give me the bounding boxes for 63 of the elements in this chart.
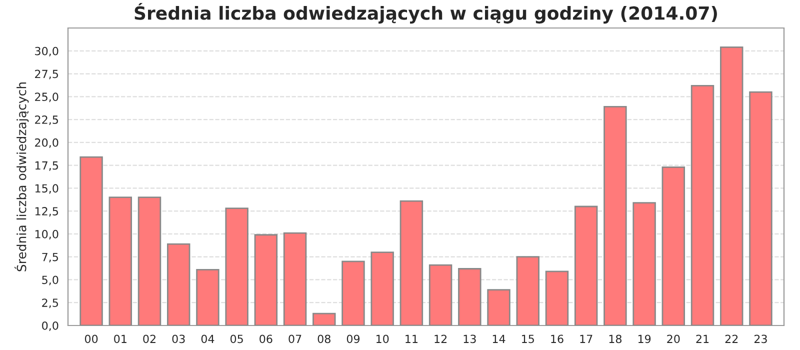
- bar: [428, 264, 452, 326]
- y-tick-label: 25,0: [35, 92, 58, 102]
- bar: [342, 260, 365, 326]
- bar: [458, 268, 482, 326]
- bar: [312, 312, 336, 326]
- x-tick-label: 15: [522, 334, 534, 344]
- y-tick-label: 2,5: [42, 298, 58, 308]
- bar: [487, 289, 510, 326]
- x-tick-label: 00: [84, 334, 98, 344]
- x-tick-label: 10: [376, 334, 389, 344]
- bar: [400, 200, 424, 326]
- y-tick-label: 27,5: [35, 70, 58, 80]
- bar: [225, 208, 248, 326]
- y-tick-label: 5,0: [42, 276, 58, 286]
- bar: [749, 91, 772, 326]
- y-tick-label: 7,5: [42, 252, 58, 262]
- x-tick-label: 07: [288, 334, 302, 344]
- bar: [283, 232, 307, 326]
- x-tick-label: 19: [638, 334, 651, 344]
- bar: [516, 256, 540, 326]
- x-tick-label: 17: [580, 334, 592, 343]
- bar: [690, 84, 714, 326]
- x-tick-label: 14: [492, 334, 506, 343]
- x-tick-label: 05: [230, 334, 243, 344]
- bar: [545, 270, 569, 326]
- x-tick-label: 02: [143, 334, 156, 344]
- x-tick-label: 01: [114, 334, 126, 344]
- y-axis-title: Średnia liczba odwiedzających: [14, 82, 29, 272]
- x-tick-label: 16: [551, 334, 564, 344]
- bar: [370, 252, 394, 326]
- bar: [196, 268, 220, 326]
- y-tick-label: 30,0: [35, 46, 58, 56]
- x-tick-label: 23: [754, 334, 767, 344]
- y-tick-label: 10,0: [35, 230, 58, 240]
- x-tick-label: 06: [260, 334, 272, 344]
- y-tick-label: 0,0: [42, 321, 58, 332]
- x-tick-label: 20: [667, 334, 680, 344]
- bar: [138, 196, 162, 326]
- x-tick-label: 18: [609, 334, 622, 344]
- chart-title: Średnia liczba odwiedzających w ciągu godziny (2014.07): [134, 2, 717, 24]
- y-tick-label: 12,5: [35, 207, 58, 217]
- x-tick-label: 08: [318, 334, 330, 344]
- bar: [574, 206, 598, 326]
- x-tick-label: 22: [725, 334, 738, 343]
- bar: [604, 106, 627, 326]
- x-tick-label: 11: [406, 334, 418, 343]
- x-tick-label: 13: [464, 334, 476, 344]
- x-tick-label: 03: [172, 334, 185, 344]
- bar: [720, 46, 744, 326]
- y-tick-label: 22,5: [35, 116, 58, 126]
- x-tick-label: 04: [201, 334, 214, 344]
- y-tick-label: 15,0: [35, 184, 58, 194]
- x-tick-label: 21: [696, 334, 709, 343]
- bar: [632, 202, 656, 326]
- bar: [166, 243, 190, 326]
- x-tick-label: 12: [434, 334, 447, 343]
- y-tick-label: 20,0: [35, 138, 58, 148]
- y-tick-label: 17,5: [35, 161, 58, 171]
- x-tick-label: 09: [346, 334, 360, 344]
- bar: [108, 196, 132, 326]
- bar: [662, 166, 686, 326]
- bar: [254, 234, 278, 326]
- bar: [80, 156, 103, 326]
